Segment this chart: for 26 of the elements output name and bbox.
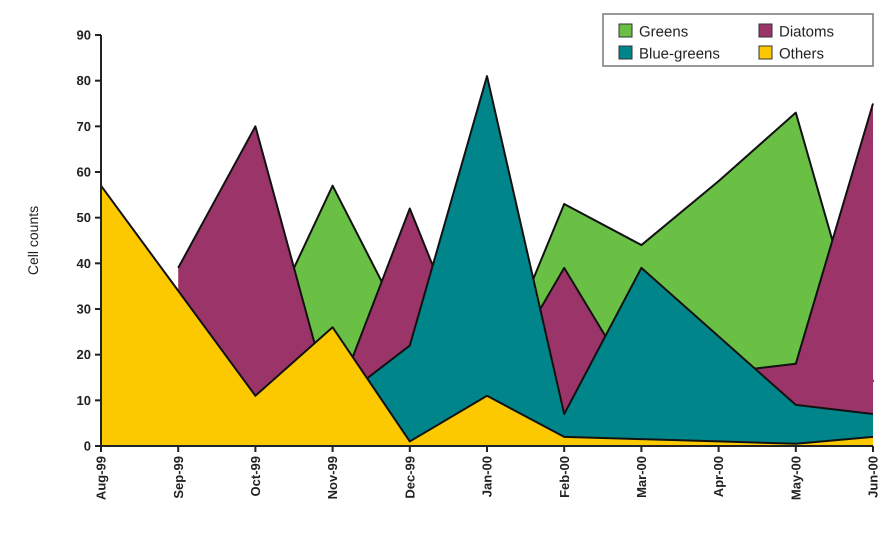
y-tick-label: 30 <box>76 302 91 317</box>
y-tick-label: 90 <box>76 28 91 43</box>
x-tick-label: Dec-99 <box>402 456 418 499</box>
legend-label: Others <box>779 45 824 62</box>
y-tick-label: 60 <box>76 164 91 180</box>
y-tick-label: 50 <box>76 210 91 226</box>
y-tick-label: 40 <box>76 256 91 271</box>
x-tick-label: Jun-00 <box>866 456 881 498</box>
legend-label: Diatoms <box>779 23 834 40</box>
x-tick-label: Aug-99 <box>94 456 109 500</box>
x-tick-label: Oct-99 <box>248 456 263 496</box>
legend-label: Blue-greens <box>639 45 720 62</box>
y-tick-label: 20 <box>76 347 91 362</box>
x-tick-label: Jan-00 <box>480 456 495 498</box>
x-tick-label: May-00 <box>788 456 804 500</box>
x-tick-label: Nov-99 <box>325 456 340 500</box>
legend-label: Greens <box>639 23 688 40</box>
x-tick-label: Feb-00 <box>556 456 572 498</box>
y-axis-title: Cell counts <box>25 206 41 276</box>
x-tick-label: Mar-00 <box>634 456 649 498</box>
y-tick-label: 80 <box>76 73 91 88</box>
y-tick-label: 10 <box>76 392 91 408</box>
x-tick-label: Sep-99 <box>170 456 186 499</box>
y-tick-label: 70 <box>76 118 91 134</box>
x-tick-label: Apr-00 <box>711 456 726 498</box>
y-tick-label: 0 <box>84 438 91 454</box>
